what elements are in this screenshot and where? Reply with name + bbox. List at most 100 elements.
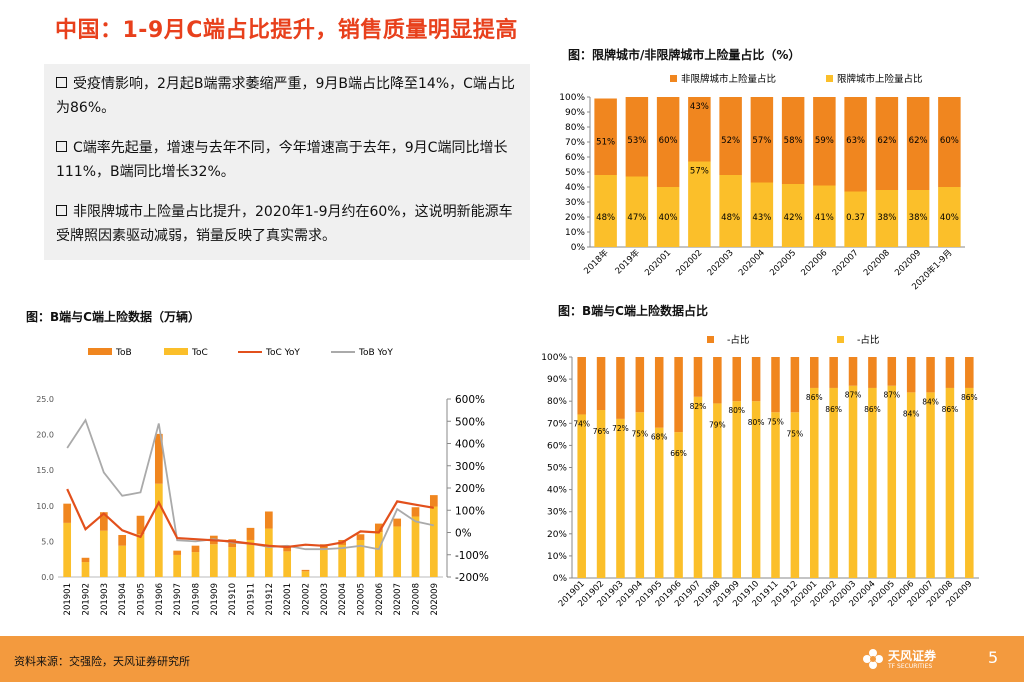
x-tick-label: 202009 [430, 583, 440, 615]
data-label: 84% [922, 397, 939, 406]
data-label: 87% [883, 391, 900, 400]
data-label: 86% [942, 405, 959, 414]
x-tick-label: 2018年 [582, 247, 611, 276]
y-tick-label: 50% [547, 464, 567, 474]
bar-c-share [654, 427, 664, 578]
bar-non-limited-city [938, 97, 961, 187]
x-tick-label: 202002 [674, 248, 704, 278]
x-tick-label: 202007 [393, 583, 403, 615]
bar-b-share [751, 357, 761, 402]
bar-toc [264, 528, 273, 577]
bar-toc [393, 526, 402, 577]
bar-c-share [635, 412, 645, 578]
legend-label: -占比 [727, 334, 749, 346]
bar-toc [154, 483, 163, 577]
bar-limited-city [750, 182, 774, 247]
bar-limited-city [875, 190, 899, 247]
x-tick-label: 201903 [100, 583, 110, 615]
data-label: 47% [627, 213, 646, 223]
x-tick-label: 202001 [643, 248, 673, 278]
x-tick-label: 202003 [706, 248, 736, 278]
flower-logo-icon [863, 649, 883, 669]
data-label: 48% [596, 213, 615, 223]
bar-toc [228, 547, 237, 577]
y-tick-label: 10% [547, 552, 567, 562]
bar-c-share [674, 432, 683, 578]
y-tick-label: 100% [559, 93, 585, 103]
x-tick-label: 201912 [265, 583, 275, 615]
x-tick-label: 201902 [82, 583, 92, 615]
bar-tob [81, 557, 90, 563]
bar-non-limited-city [813, 97, 836, 186]
bar-c-share [926, 392, 935, 578]
line-toc-yoy [66, 488, 434, 549]
x-tick-label: 202004 [338, 583, 348, 615]
bar-toc [338, 544, 347, 577]
bar-b-share [674, 357, 683, 433]
y-tick-label: 100% [541, 353, 567, 363]
x-tick-label: 202006 [799, 248, 829, 278]
bullet-item: 非限牌城市上险量占比提升，2020年1-9月约在60%，这说明新能源车受牌照因素… [56, 200, 526, 248]
legend-swatch [837, 336, 844, 343]
bar-c-share [616, 418, 625, 578]
data-label: 86% [825, 405, 842, 414]
bar-limited-city [906, 190, 930, 247]
bar-tob [429, 495, 438, 507]
data-label: 0.37 [846, 213, 865, 223]
bar-b-share [926, 357, 935, 393]
bullet-text: C端率先起量，增速与去年不同，今年增速高于去年，9月C端同比增长111%，B端同… [56, 140, 508, 180]
data-label: 62% [877, 136, 896, 146]
data-label: 63% [846, 136, 865, 146]
y-tick-label: 40% [565, 183, 585, 193]
bar-c-share [887, 385, 897, 578]
bullet-text: 非限牌城市上险量占比提升，2020年1-9月约在60%，这说明新能源车受牌照因素… [56, 204, 513, 244]
bar-c-share [790, 412, 800, 578]
bc-share-chart: 0%10%20%30%40%50%60%70%80%90%100%74%2019… [541, 334, 979, 609]
bar-non-limited-city [719, 97, 742, 175]
checkbox-icon [56, 205, 67, 216]
legend-swatch [707, 336, 714, 343]
data-label: 41% [815, 213, 834, 223]
y-right-tick-label: 0% [455, 528, 472, 540]
legend-label: ToB YoY [358, 348, 393, 358]
bar-b-share [809, 357, 819, 388]
y-tick-label: 20% [565, 213, 585, 223]
data-label: 75% [767, 417, 784, 426]
bar-toc [209, 544, 218, 577]
x-tick-label: 201906 [155, 583, 165, 615]
x-tick-label: 202007 [831, 248, 861, 278]
data-label: 52% [721, 136, 740, 146]
data-label: 86% [961, 393, 978, 402]
x-tick-label: 202006 [375, 583, 385, 615]
legend-swatch [670, 75, 677, 82]
x-tick-label: 202005 [357, 583, 367, 615]
bar-limited-city [781, 184, 805, 247]
bar-c-share [713, 403, 722, 578]
data-label: 68% [651, 433, 668, 442]
data-label: 51% [596, 138, 615, 148]
bar-toc [356, 539, 365, 577]
bar-non-limited-city [844, 97, 867, 192]
city-share-chart: 0% 10% 20% 30% 40% 50% 60% 70% 80% 90% 100% 48% 51% 2… [559, 73, 965, 292]
data-label: 42% [784, 213, 803, 223]
y-left-tick-label: 5.0 [41, 537, 54, 546]
bar-b-share [771, 357, 780, 413]
x-tick-label: 201911 [247, 583, 257, 615]
data-label: 74% [573, 419, 590, 428]
bar-limited-city [813, 185, 836, 247]
bullet-panel: 受疫情影响，2月起B端需求萎缩严重，9月B端占比降至14%，C端占比为86%。 … [44, 64, 530, 260]
y-left-tick-label: 25.0 [36, 395, 54, 404]
data-label: 60% [940, 136, 959, 146]
data-label: 79% [709, 420, 726, 429]
x-tick-label: 201908 [192, 583, 202, 615]
brand-name: 天风证券 [888, 649, 937, 663]
checkbox-icon [56, 141, 67, 152]
data-label: 80% [748, 418, 765, 427]
x-tick-label: 202009 [893, 248, 923, 278]
x-tick-label: 201905 [137, 583, 147, 615]
y-tick-label: 70% [565, 138, 585, 148]
legend-label: 限牌城市上险量占比 [837, 73, 923, 85]
x-tick-label: 201909 [210, 583, 220, 615]
source-note: 资料来源：交强险，天风证券研究所 [14, 655, 190, 668]
data-label: 57% [690, 167, 709, 177]
